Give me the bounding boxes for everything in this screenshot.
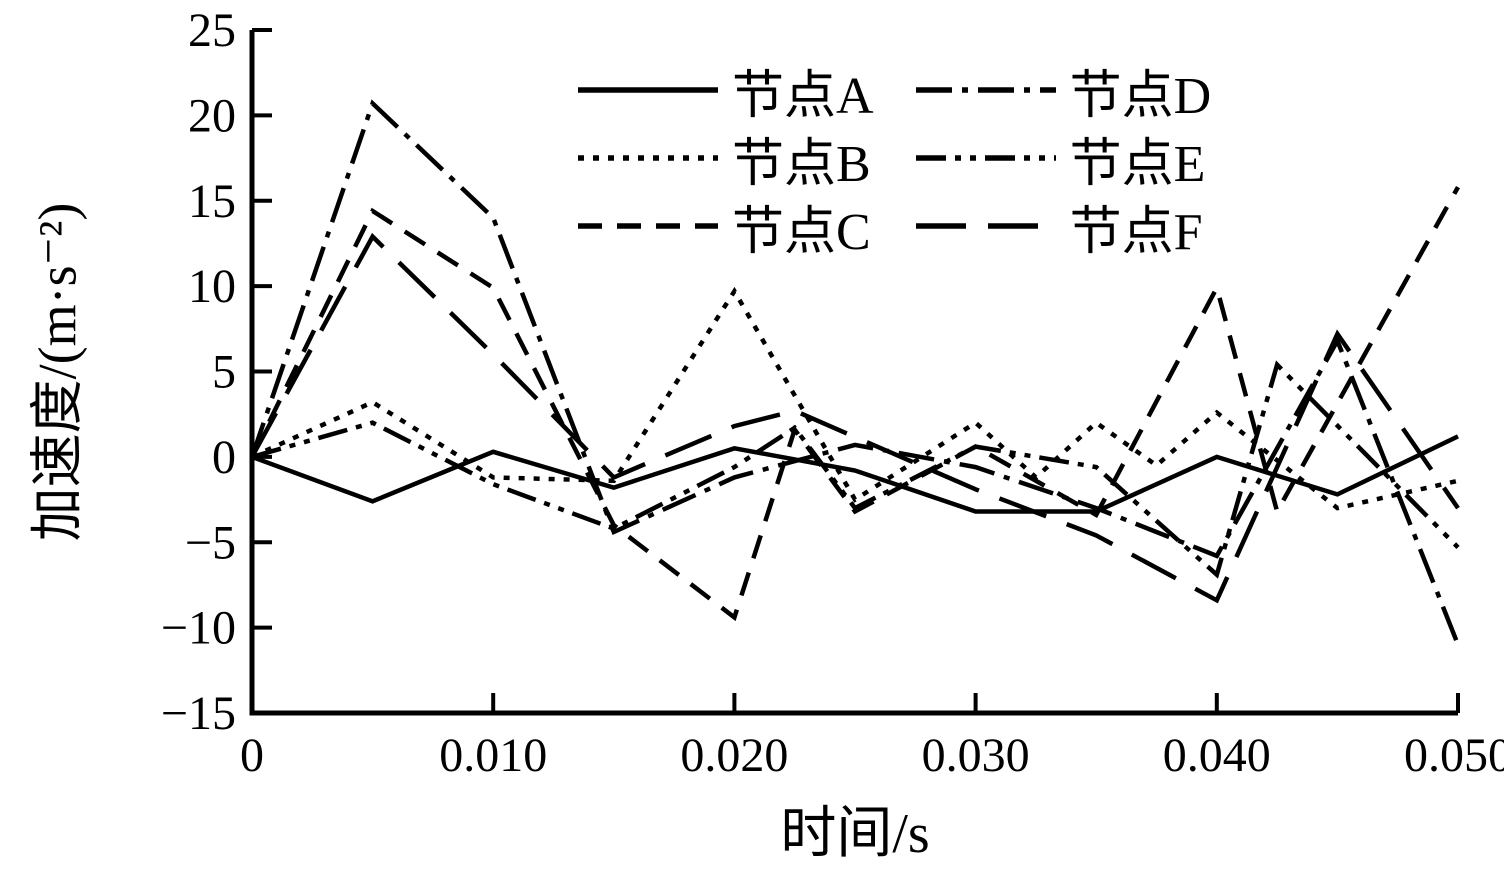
legend-line-sample-node-a [578,87,718,93]
y-tick-label: −15 [161,687,236,740]
x-tick-label: 0 [240,729,264,782]
legend-item-node-b: 节点B [578,124,874,193]
legend-line-sample-node-b [578,155,718,161]
series-line-node-b [251,286,1459,511]
series-line-node-d [249,99,1461,646]
legend: 节点A 节点B 节点C 节点D 节点E 节点F [578,56,1212,261]
legend-label-node-e: 节点E [1069,135,1206,193]
y-tick-label: −10 [161,602,236,655]
series-line-node-f [250,232,1460,604]
y-tick-label: 5 [212,346,236,399]
legend-item-node-c: 节点C [578,192,874,261]
y-tick-label: −5 [185,516,236,569]
legend-column-1: 节点A 节点B 节点C [578,56,874,261]
y-tick-label: 20 [188,89,236,142]
legend-line-sample-node-e [915,155,1056,161]
series-line-node-e [251,360,1460,579]
legend-column-2: 节点D 节点E 节点F [915,56,1212,261]
series-line-node-c [249,186,1460,622]
x-tick-label: 0.010 [439,729,547,782]
legend-label-node-b: 节点B [732,135,871,193]
legend-item-node-e: 节点E [915,124,1212,193]
legend-line-sample-node-c [578,223,718,229]
legend-item-node-d: 节点D [915,56,1211,125]
legend-label-node-f: 节点F [1069,203,1203,261]
y-axis-title: 加速度/(m·s⁻²) [27,202,88,542]
legend-label-node-c: 节点C [732,203,871,261]
legend-item-node-f: 节点F [915,192,1212,261]
x-tick-label: 0.020 [680,729,788,782]
legend-line-sample-node-f [915,223,1056,229]
legend-label-node-d: 节点D [1069,67,1212,125]
x-axis-title: 时间/s [780,803,930,865]
y-tick-label: 0 [212,431,236,484]
series-line-node-a [251,434,1459,514]
legend-label-node-a: 节点A [732,67,874,125]
legend-item-node-a: 节点A [578,56,874,125]
x-tick-label: 0.050 [1404,729,1504,782]
x-tick-label: 0.040 [1163,729,1271,782]
y-tick-label: 15 [188,175,236,228]
y-tick-label: 25 [188,4,236,57]
legend-line-sample-node-d [915,87,1056,93]
y-tick-label: 10 [188,260,236,313]
x-tick-label: 0.030 [922,729,1030,782]
